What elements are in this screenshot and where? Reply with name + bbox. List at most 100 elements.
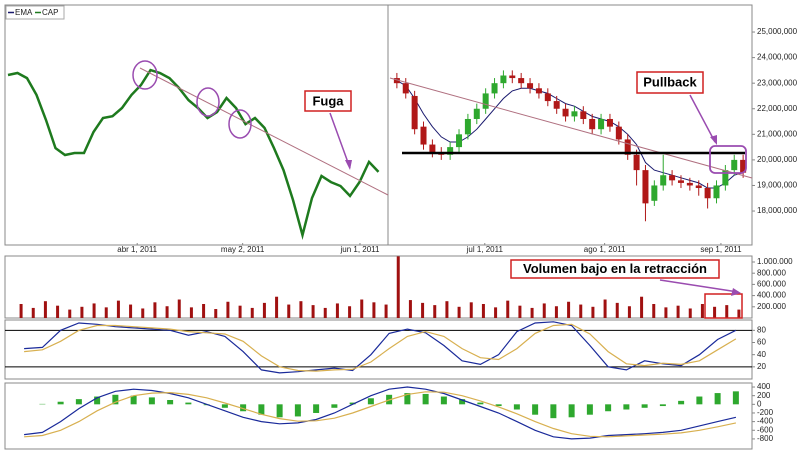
candle-body <box>580 111 587 119</box>
marks: abr 1, 2011 may 2, 2011 jun 1, 2011 jul 1, … <box>5 27 798 443</box>
y-tick-label: 0 <box>757 399 762 408</box>
volume-bar <box>688 308 692 318</box>
annotation: Fuga <box>312 93 344 108</box>
trend-line <box>139 67 389 196</box>
candle-body <box>722 170 729 186</box>
candle-body <box>713 185 720 199</box>
x-tick-label: sep 1, 2011 <box>700 245 742 254</box>
volume-bar <box>275 296 279 318</box>
volume-bar <box>433 305 437 318</box>
y-tick-label: 19,000,000 <box>757 181 798 190</box>
volume-bar <box>287 304 291 318</box>
candle-body <box>562 108 569 117</box>
volume-bar <box>299 301 303 318</box>
histogram-bar <box>678 400 685 405</box>
candle-body <box>695 185 702 189</box>
y-tick-label: 20 <box>757 362 766 371</box>
volume-bar <box>311 305 315 318</box>
x-tick-label: may 2, 2011 <box>221 245 265 254</box>
volume-bar <box>725 305 729 318</box>
x-tick-label: jun 1, 2011 <box>339 245 380 254</box>
histogram-bar <box>659 404 666 407</box>
arrow <box>329 112 351 169</box>
volume-bar <box>567 301 571 318</box>
series-line <box>7 68 380 241</box>
histogram-bar <box>112 394 119 405</box>
volume-bar <box>104 307 108 318</box>
y-tick-label: 18,000,000 <box>757 206 798 215</box>
histogram-bar <box>532 404 539 415</box>
y-tick-label: 60 <box>757 338 766 347</box>
y-tick-label: -800 <box>757 434 774 443</box>
volume-bar <box>737 309 741 318</box>
candle-body <box>447 147 454 155</box>
legend-label: EMA <box>15 8 33 17</box>
candle-body <box>704 188 711 199</box>
volume-bar <box>226 301 230 318</box>
histogram-bar <box>605 404 612 412</box>
y-tick-label: 200.000 <box>757 302 786 311</box>
candle-body <box>464 118 471 135</box>
candle-body <box>571 111 578 117</box>
highlight-box <box>704 293 743 319</box>
y-tick-label: 1.000.000 <box>757 257 793 266</box>
histogram-bar <box>331 404 338 408</box>
y-tick-label: 800.000 <box>757 268 786 277</box>
volume-bar <box>80 306 84 318</box>
annotation-box <box>304 90 352 112</box>
volume-bar <box>238 305 242 318</box>
volume-bar <box>518 305 522 318</box>
volume-bar <box>700 303 704 318</box>
histogram-bar <box>513 404 520 410</box>
candle-body <box>589 118 596 130</box>
y-tick-label: 25,000,000 <box>757 27 798 36</box>
y-tick-label: 20,000,000 <box>757 155 798 164</box>
volume-bar <box>652 303 656 318</box>
histogram-bar <box>258 404 265 415</box>
candle-body <box>642 170 649 204</box>
candle-body <box>527 83 534 89</box>
candle-body <box>633 154 640 171</box>
candle-body <box>411 95 418 130</box>
volume-bar <box>43 301 47 318</box>
volume-bar <box>141 308 145 318</box>
histogram-bar <box>696 396 703 405</box>
oscillator-line <box>24 323 737 372</box>
volume-bar <box>348 306 352 318</box>
candle-body <box>677 180 684 183</box>
histogram-bar <box>240 404 247 412</box>
volume-bar <box>640 296 644 318</box>
volume-bar <box>615 302 619 318</box>
volume-bar <box>408 300 412 318</box>
y-tick-label: 22,000,000 <box>757 104 798 113</box>
highlight-circle <box>228 109 252 139</box>
volume-bar <box>214 309 218 318</box>
candle-body <box>393 78 400 84</box>
volume-bar <box>494 307 498 318</box>
y-tick-label: 600.000 <box>757 280 786 289</box>
volume-bar <box>116 300 120 318</box>
histogram-bar <box>422 393 429 405</box>
volume-bar <box>165 306 169 318</box>
candle-body <box>429 144 436 153</box>
ema-line <box>396 80 744 189</box>
histogram-bar <box>477 402 484 405</box>
candle-body <box>606 118 613 127</box>
candle-body <box>660 175 667 186</box>
histogram-bar <box>732 391 739 405</box>
candle-body <box>420 126 427 145</box>
candle-body <box>615 126 622 140</box>
histogram-bar <box>221 404 228 408</box>
volume-bar <box>360 299 364 318</box>
candle-body <box>669 175 676 181</box>
histogram-bar <box>94 396 101 405</box>
candle-body <box>500 75 507 84</box>
candle-body <box>518 78 525 84</box>
volume-bar <box>19 303 23 318</box>
candle-body <box>509 75 516 79</box>
candle-body <box>402 83 409 94</box>
candle-body <box>482 93 489 109</box>
histogram-bar <box>568 404 575 418</box>
arrowhead <box>731 288 741 296</box>
